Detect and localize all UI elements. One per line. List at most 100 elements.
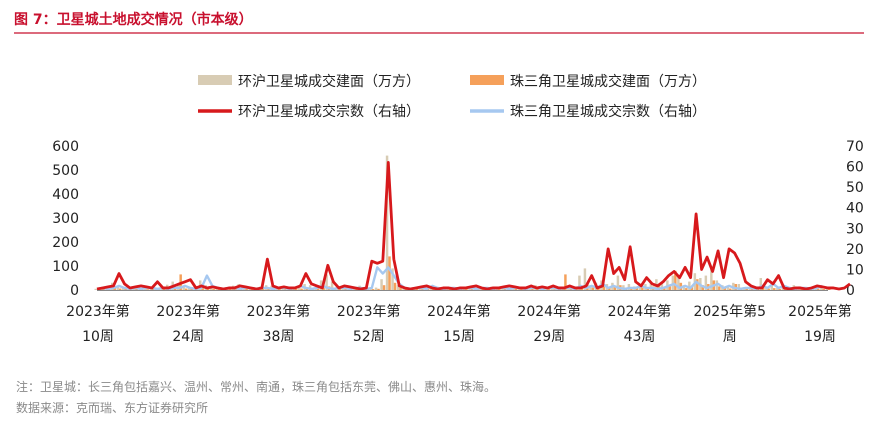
- x-tick-label-7-line2: 周: [723, 329, 737, 345]
- right-tick-label-4: 40: [846, 201, 864, 217]
- bar-huan-area-42: [325, 274, 328, 290]
- x-tick-label-0-line2: 10周: [82, 329, 114, 345]
- left-axis-ticks: 0 100 200 300 400 500 600: [52, 139, 79, 299]
- footnote: 注：卫星城：长三角包括嘉兴、温州、常州、南通，珠三角包括东莞、佛山、惠州、珠海。: [16, 379, 496, 394]
- bar-huan-area-43: [330, 281, 334, 290]
- bar-zhu-area-37: [300, 288, 303, 290]
- bar-zhu-area-107: [685, 288, 688, 290]
- bar-zhu-area-58: [415, 288, 419, 290]
- bar-zhu-area-17: [190, 289, 193, 290]
- bar-huan-area-0: [94, 288, 97, 290]
- bar-zhu-area-33: [278, 288, 281, 290]
- bar-zhu-area-76: [514, 288, 518, 290]
- bar-huan-area-106: [677, 276, 680, 290]
- bar-zhu-area-118: [745, 288, 749, 290]
- legend-swatch-zhu-area: [470, 75, 504, 85]
- left-tick-label-2: 200: [52, 235, 79, 251]
- right-tick-label-7: 70: [846, 139, 864, 155]
- bar-zhu-area-105: [674, 270, 677, 290]
- x-tick-label-8-line1: 2025年第: [788, 303, 852, 320]
- bar-zhu-area-45: [344, 289, 347, 290]
- bar-zhu-area-85: [564, 274, 567, 290]
- bar-zhu-area-82: [547, 289, 551, 290]
- right-tick-label-0: 0: [846, 283, 855, 299]
- bar-zhu-area-64: [448, 289, 452, 290]
- bar-zhu-area-131: [817, 288, 820, 290]
- bar-zhu-area-53: [388, 256, 391, 290]
- bar-zhu-area-108: [690, 287, 694, 290]
- bar-huan-area-51: [374, 287, 378, 290]
- bar-zhu-area-77: [520, 289, 523, 290]
- bar-zhu-area-119: [751, 289, 754, 290]
- bar-zhu-area-68: [470, 289, 474, 290]
- bar-zhu-area-109: [696, 279, 699, 290]
- right-tick-label-2: 20: [846, 242, 864, 258]
- bar-huan-area-111: [704, 275, 708, 290]
- bar-huan-area-37: [297, 286, 301, 290]
- right-tick-label-6: 60: [846, 160, 864, 176]
- bar-huan-area-101: [649, 281, 653, 290]
- bar-zhu-area-5: [124, 289, 127, 290]
- x-tick-label-2-line1: 2023年第: [247, 303, 311, 320]
- bar-huan-area-55: [396, 285, 400, 290]
- bar-huan-area-89: [583, 268, 587, 290]
- bar-huan-area-15: [176, 283, 180, 290]
- bar-zhu-area-74: [503, 289, 507, 290]
- bar-huan-area-117: [737, 284, 741, 290]
- bar-zhu-area-83: [553, 289, 556, 290]
- x-tick-label-7-line1: 2025年第5: [693, 303, 766, 320]
- bar-huan-area-123: [770, 285, 774, 290]
- x-tick-label-2-line2: 38周: [263, 329, 295, 345]
- bar-zhu-area-1: [102, 288, 105, 290]
- bar-zhu-area-16: [184, 288, 188, 290]
- right-tick-label-3: 30: [846, 221, 864, 237]
- x-tick-label-1-line1: 2023年第: [156, 303, 220, 320]
- bar-huan-area-108: [688, 281, 691, 290]
- x-tick-label-6-line2: 43周: [624, 329, 656, 345]
- bar-zhu-area-104: [668, 286, 672, 290]
- chart-legend: 环沪卫星城成交建面（万方） 珠三角卫星城成交建面（万方） 环沪卫星城成交宗数（右…: [198, 73, 706, 120]
- bar-zhu-area-123: [773, 288, 776, 290]
- bar-huan-area-53: [385, 155, 389, 290]
- bar-huan-area-132: [820, 287, 823, 290]
- left-tick-label-6: 600: [52, 139, 79, 155]
- bar-zhu-area-51: [377, 288, 380, 290]
- bar-zhu-area-28: [250, 289, 254, 290]
- bar-huan-area-115: [726, 286, 730, 290]
- x-tick-label-4-line2: 15周: [443, 329, 475, 345]
- bar-zhu-area-4: [118, 288, 122, 290]
- bar-zhu-area-50: [371, 289, 375, 290]
- bar-huan-area-61: [429, 288, 433, 290]
- bar-huan-area-52: [380, 279, 383, 290]
- chart-title: 图 7：卫星城土地成交情况（市本级）: [14, 11, 253, 28]
- bar-zhu-area-9: [146, 289, 149, 290]
- bar-zhu-area-34: [283, 289, 287, 290]
- legend-label-huan-count: 环沪卫星城成交宗数（右轴）: [238, 103, 420, 120]
- bar-zhu-area-86: [569, 288, 573, 290]
- bar-huan-area-16: [182, 286, 185, 290]
- bar-huan-area-4: [116, 286, 119, 290]
- x-tick-label-4-line1: 2024年第: [427, 303, 491, 320]
- bar-zhu-area-132: [822, 289, 825, 290]
- bar-zhu-area-54: [393, 282, 397, 290]
- line-huan-count: [96, 161, 851, 291]
- bar-zhu-area-113: [718, 286, 721, 290]
- bar-zhu-area-79: [531, 288, 534, 290]
- x-tick-label-6-line1: 2024年第: [608, 303, 672, 320]
- x-axis-ticks: 2023年第 10周 2023年第 24周 2023年第 38周 2023年第 52周 2024…: [66, 303, 852, 345]
- bar-zhu-area-44: [338, 288, 342, 290]
- x-tick-label-5-line1: 2024年第: [517, 303, 581, 320]
- bar-zhu-area-12: [162, 288, 166, 290]
- left-tick-label-5: 500: [52, 163, 79, 179]
- bar-huan-area-17: [187, 288, 191, 290]
- line-series: [96, 161, 851, 291]
- left-tick-label-0: 0: [70, 283, 79, 299]
- bar-zhu-area-30: [261, 288, 265, 290]
- x-tick-label-8-line2: 19周: [804, 329, 836, 345]
- bar-zhu-area-36: [294, 288, 298, 290]
- bar-zhu-area-27: [245, 288, 248, 290]
- bar-huan-area-124: [776, 288, 779, 290]
- left-tick-label-4: 400: [52, 187, 79, 203]
- bar-zhu-area-90: [591, 287, 595, 290]
